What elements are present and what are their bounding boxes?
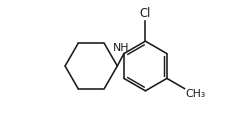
Text: Cl: Cl (140, 7, 151, 20)
Text: CH₃: CH₃ (185, 89, 205, 99)
Text: NH: NH (113, 43, 129, 53)
